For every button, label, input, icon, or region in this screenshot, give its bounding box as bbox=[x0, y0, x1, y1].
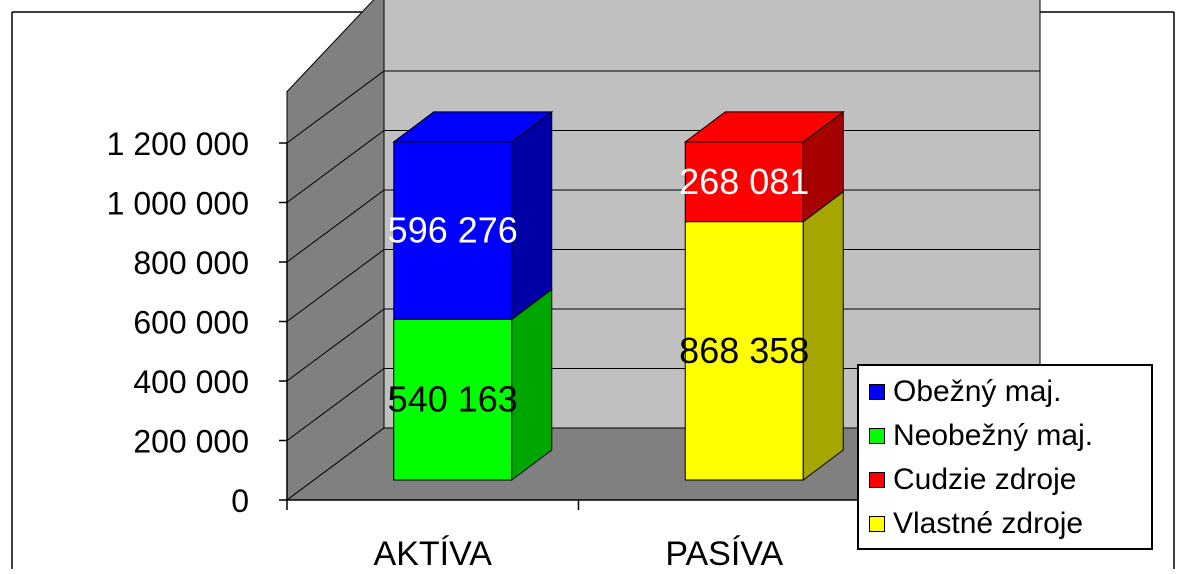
data-label: 268 081 bbox=[679, 161, 809, 202]
category-label: PASÍVA bbox=[665, 535, 783, 569]
legend: Obežný maj. Neobežný maj. Cudzie zdroje Vla… bbox=[857, 364, 1153, 550]
legend-item: Cudzie zdroje bbox=[869, 458, 1151, 502]
legend-swatch bbox=[869, 428, 885, 444]
y-tick-label: 0 bbox=[231, 483, 249, 519]
legend-swatch bbox=[869, 384, 885, 400]
data-label: 596 276 bbox=[388, 210, 518, 251]
legend-item: Obežný maj. bbox=[869, 370, 1151, 414]
bar-neobezny-maj bbox=[393, 318, 513, 481]
bar-top-obezny-maj bbox=[392, 111, 554, 143]
y-tick-label: 400 000 bbox=[133, 364, 249, 400]
y-tick-label: 1 200 000 bbox=[107, 126, 249, 162]
gridline-side bbox=[286, 368, 385, 441]
data-label: 868 358 bbox=[679, 330, 809, 371]
gridline-side bbox=[286, 249, 385, 322]
y-tick-label: 1 000 000 bbox=[107, 186, 249, 222]
data-label: 540 163 bbox=[388, 379, 518, 420]
bar-obezny-maj bbox=[393, 141, 513, 320]
bar-top-cudzie-zdroje bbox=[683, 111, 845, 143]
legend-label: Neobežný maj. bbox=[893, 419, 1094, 452]
gridline-side bbox=[286, 308, 385, 382]
y-tick-label: 800 000 bbox=[133, 245, 249, 281]
legend-label: Vlastné zdroje bbox=[893, 507, 1084, 540]
legend-item: Vlastné zdroje bbox=[869, 502, 1151, 546]
gridline-side bbox=[286, 130, 385, 203]
legend-label: Cudzie zdroje bbox=[893, 463, 1077, 496]
gridline-side bbox=[286, 70, 385, 144]
legend-label: Obežný maj. bbox=[893, 375, 1062, 408]
legend-swatch bbox=[869, 516, 885, 532]
legend-item: Neobežný maj. bbox=[869, 414, 1151, 458]
y-tick-label: 600 000 bbox=[133, 305, 249, 341]
bar-cudzie-zdroje bbox=[684, 141, 804, 223]
y-tick-label: 200 000 bbox=[133, 424, 249, 460]
bar-vlastne-zdroje bbox=[684, 221, 804, 481]
category-label: AKTÍVA bbox=[374, 535, 493, 569]
legend-swatch bbox=[869, 472, 885, 488]
gridline-side bbox=[286, 189, 385, 263]
